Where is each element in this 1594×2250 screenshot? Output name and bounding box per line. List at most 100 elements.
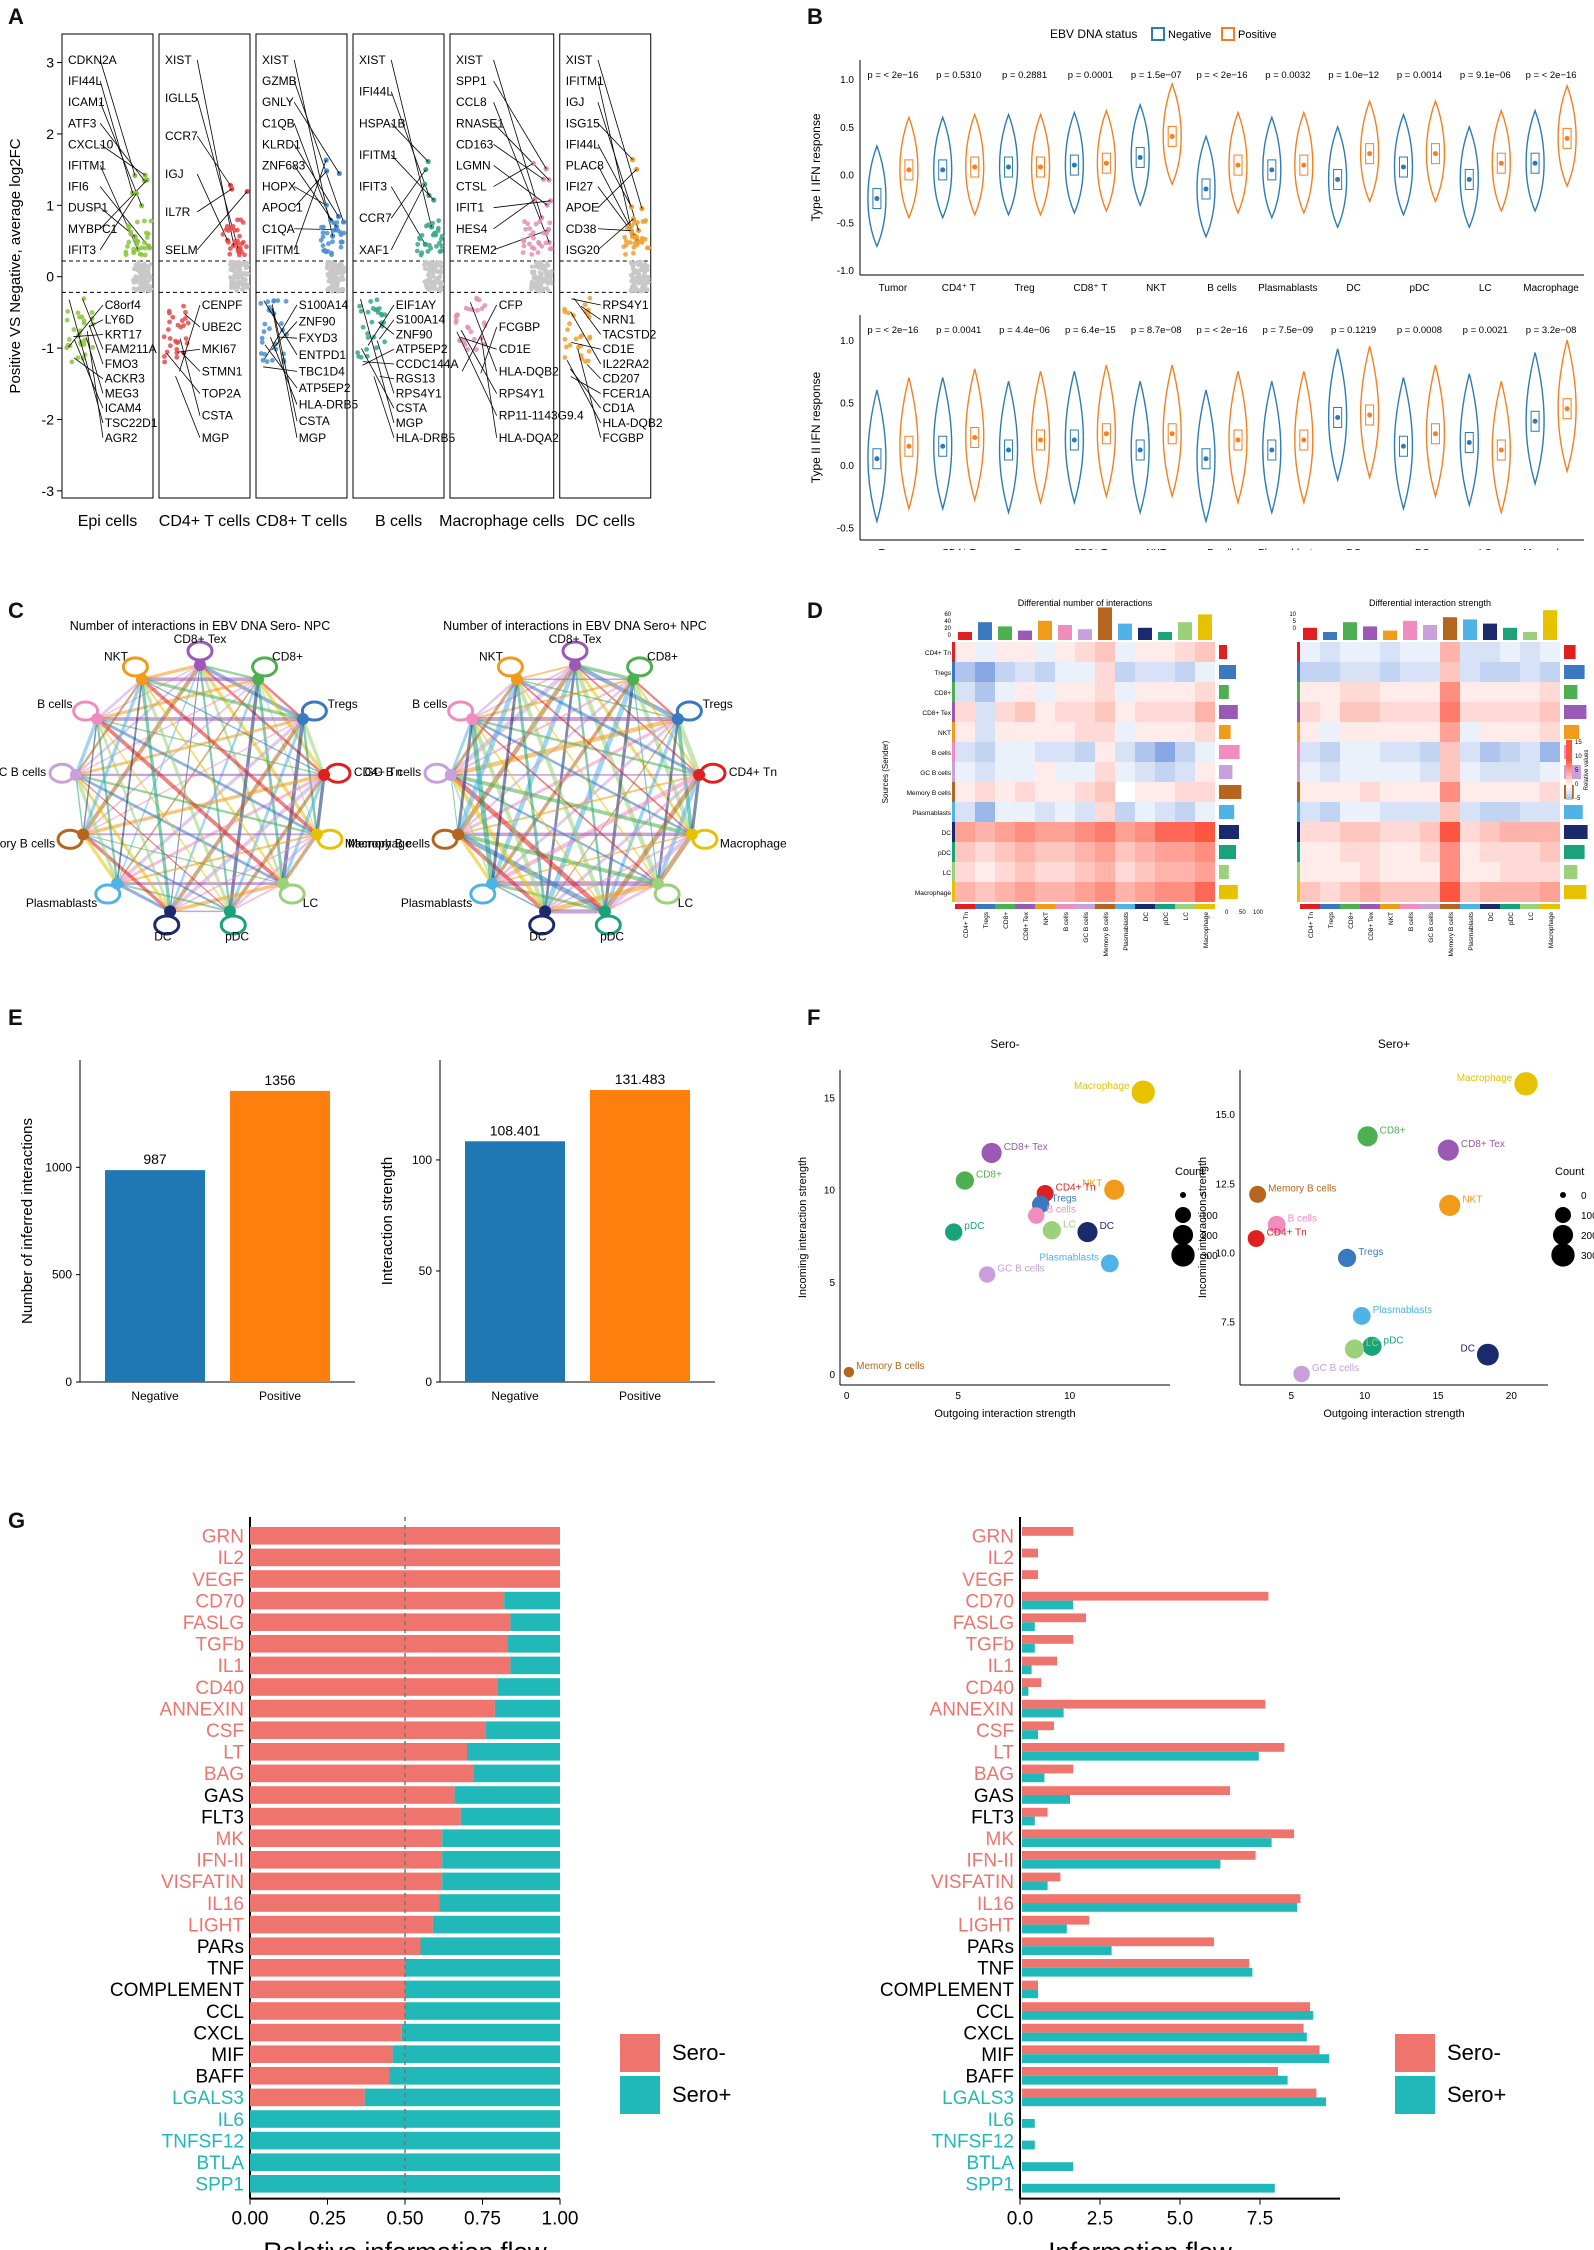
- down-gene-label: LY6D: [105, 313, 134, 327]
- violin-shape: [1459, 124, 1479, 229]
- nonsig-point: [141, 275, 146, 281]
- box: [1036, 429, 1046, 451]
- up-point: [142, 245, 148, 251]
- pathway-label: TNF: [207, 1959, 244, 1980]
- legend-title: EBV DNA status: [1050, 27, 1137, 41]
- down-gene-label: MKI67: [202, 342, 237, 356]
- column-label: DC: [1143, 912, 1150, 922]
- nonsig-point: [329, 279, 334, 285]
- interaction-edge: [544, 773, 701, 913]
- box: [1201, 178, 1211, 200]
- legend-gradient: [1566, 767, 1572, 770]
- pathway-label: GRN: [202, 1527, 244, 1548]
- heatmap-cell: [1500, 742, 1520, 762]
- heatmap-cell: [1400, 842, 1420, 862]
- heatmap-cell: [1440, 802, 1460, 822]
- point-label: B cells: [1046, 1205, 1075, 1216]
- down-gene-label: MGP: [396, 416, 423, 430]
- flow-bar-sero-pos: [1022, 1665, 1032, 1675]
- size-legend-label: 300: [1581, 1251, 1594, 1262]
- column-label: CD4+ Tn: [963, 912, 970, 938]
- x-tick-label: pDC: [1409, 548, 1429, 550]
- heatmap-cell: [1520, 802, 1540, 822]
- size-legend-dot: [1551, 1243, 1575, 1267]
- heatmap-cell: [1500, 862, 1520, 882]
- down-gene-label: TBC1D4: [299, 364, 345, 378]
- column-label: CD8+ Tex: [1368, 911, 1375, 940]
- bar-sero-neg: [250, 1764, 474, 1783]
- violin-shape: [1359, 346, 1380, 481]
- top-bar: [1138, 627, 1152, 640]
- heatmap-cell: [1015, 662, 1035, 682]
- label-connector: [264, 304, 298, 360]
- column-color-strip: [1460, 904, 1480, 909]
- interaction-edge: [257, 678, 304, 720]
- size-legend-label: 200: [1581, 1231, 1594, 1242]
- label-connector: [566, 360, 602, 424]
- down-point: [262, 321, 268, 327]
- heatmap-cell: [1420, 762, 1440, 782]
- pathway-label: IFN-II: [197, 1851, 245, 1872]
- heatmap-cell: [1360, 642, 1380, 662]
- row-color-strip: [1297, 782, 1300, 802]
- point-label: NKT: [1462, 1194, 1482, 1205]
- nonsig-point: [633, 268, 639, 273]
- flow-bar-sero-neg: [1022, 1699, 1266, 1709]
- box: [1004, 156, 1014, 178]
- y-tick-label: 0.0: [840, 171, 854, 182]
- label-connector: [196, 97, 239, 249]
- up-gene-label: ICAM1: [68, 95, 105, 109]
- heatmap-cell: [1195, 862, 1215, 882]
- node-label: GC B cells: [364, 765, 421, 779]
- up-point: [423, 242, 429, 247]
- x-tick-label: NKT: [1146, 548, 1166, 550]
- heatmap-cell: [975, 722, 995, 742]
- row-label: DC: [942, 830, 952, 837]
- down-point: [166, 308, 172, 314]
- x-tick-label: 0.0: [1007, 2209, 1033, 2230]
- heatmap-cell: [1420, 862, 1440, 882]
- down-gene-label: RPS4Y1: [603, 298, 649, 312]
- nonsig-point: [629, 278, 634, 284]
- heatmap-cell: [1035, 742, 1055, 762]
- bar-sero-neg: [250, 2002, 405, 2020]
- box: [1267, 439, 1277, 461]
- up-point: [326, 241, 331, 247]
- flow-bar-sero-pos: [1022, 2183, 1275, 2193]
- heatmap-cell: [1460, 682, 1480, 702]
- heatmap-cell: [995, 682, 1015, 702]
- side-bar: [1219, 885, 1238, 899]
- self-loop: [72, 700, 100, 722]
- up-gene-label: IFI44L: [68, 74, 102, 88]
- violin-shape: [1294, 371, 1314, 506]
- nonsig-point: [542, 263, 548, 269]
- interaction-edge: [82, 718, 98, 835]
- down-gene-label: CD1E: [499, 342, 531, 356]
- interaction-edge: [604, 882, 659, 913]
- point-dc: [1077, 1222, 1098, 1243]
- node-plasmablasts: [486, 877, 499, 890]
- down-point: [374, 297, 380, 303]
- x-tick-label: B cells: [1207, 283, 1236, 294]
- median-point: [1400, 443, 1406, 449]
- column-color-strip: [1300, 904, 1320, 909]
- subplot-title: Sero+: [1378, 1037, 1410, 1051]
- facet-frame: [255, 33, 348, 499]
- up-point: [126, 239, 132, 245]
- x-tick-label: 5: [955, 1391, 961, 1402]
- size-legend-label: 200: [1201, 1231, 1218, 1242]
- up-gene-label: IGJ: [566, 95, 585, 109]
- heatmap-cell: [955, 842, 975, 862]
- nonsig-point: [137, 263, 143, 268]
- bar-sero-pos: [460, 1807, 560, 1826]
- point-memory-b-cells: [843, 1366, 855, 1378]
- heatmap-cell: [1075, 822, 1095, 842]
- up-gene-label: XIST: [165, 53, 192, 67]
- heatmap-cell: [995, 642, 1015, 662]
- flow-bar-sero-pos: [1022, 2162, 1074, 2171]
- interaction-edge: [603, 832, 694, 913]
- heatmap-cell: [1480, 722, 1500, 742]
- heatmap-cell: [1400, 682, 1420, 702]
- x-tick-label: CD4⁺ T: [942, 548, 976, 550]
- label-connector: [493, 144, 544, 180]
